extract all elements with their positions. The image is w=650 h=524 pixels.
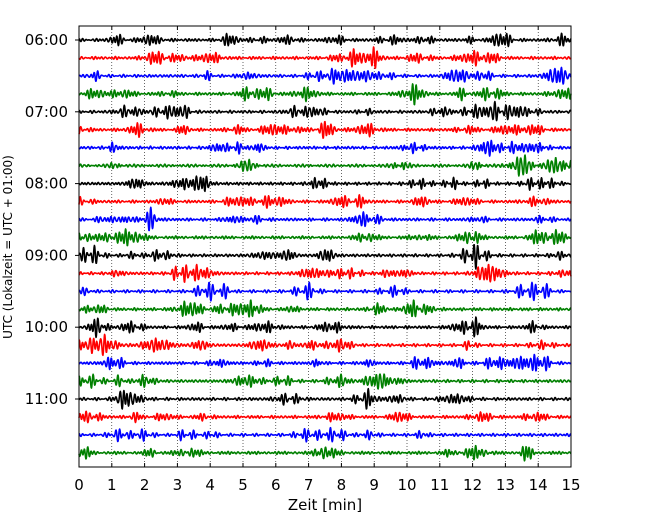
trace-line xyxy=(78,100,572,122)
trace-line xyxy=(78,444,572,462)
x-tick-label: 5 xyxy=(238,476,248,494)
trace-line xyxy=(78,244,572,270)
x-tick-label: 9 xyxy=(369,476,379,494)
trace-line xyxy=(78,175,572,193)
x-tick-label: 1 xyxy=(107,476,117,494)
x-tick-label: 0 xyxy=(74,476,84,494)
x-tick-label: 4 xyxy=(205,476,215,494)
trace-line xyxy=(78,154,572,177)
y-tick-label: 09:00 xyxy=(25,246,68,264)
y-tick-label: 10:00 xyxy=(25,318,68,336)
x-tick-label: 10 xyxy=(397,476,416,494)
trace-line xyxy=(78,316,572,339)
x-tick-label: 2 xyxy=(140,476,150,494)
x-tick-label: 6 xyxy=(271,476,281,494)
trace-line xyxy=(78,206,572,232)
trace-line xyxy=(78,387,572,410)
trace-line xyxy=(78,66,572,85)
trace-line xyxy=(78,281,572,302)
trace-line xyxy=(78,299,572,318)
y-tick-label: 07:00 xyxy=(25,103,68,121)
trace-line xyxy=(78,139,572,157)
y-tick-label: 06:00 xyxy=(25,31,68,49)
x-tick-label: 11 xyxy=(430,476,449,494)
trace-line xyxy=(78,410,572,424)
x-tick-label: 15 xyxy=(561,476,580,494)
trace-line xyxy=(78,194,572,209)
y-tick-label: 08:00 xyxy=(25,175,68,193)
trace-line xyxy=(78,333,572,357)
y-axis-label: UTC (Lokalzeit = UTC + 01:00) xyxy=(1,155,15,339)
x-tick-label: 14 xyxy=(529,476,548,494)
x-tick-label: 13 xyxy=(496,476,515,494)
y-tick-layer: 06:00 07:00 08:00 09:00 10:00 11:00 xyxy=(25,31,79,408)
trace-line xyxy=(78,83,572,106)
y-tick-label: 11:00 xyxy=(25,390,68,408)
trace-line xyxy=(78,426,572,443)
x-tick-layer: 0 1 2 3 4 5 6 7 8 9 10 11 12 13 14 15 xyxy=(74,26,581,494)
trace-line xyxy=(78,46,572,70)
trace-line xyxy=(78,263,572,283)
x-tick-label: 7 xyxy=(304,476,314,494)
x-tick-label: 8 xyxy=(337,476,347,494)
plot-frame xyxy=(78,25,572,468)
trace-line xyxy=(78,228,572,247)
trace-line xyxy=(78,353,572,372)
trace-line xyxy=(78,120,572,139)
trace-line xyxy=(78,373,572,390)
x-axis-label: Zeit [min] xyxy=(288,496,362,514)
x-tick-label: 12 xyxy=(463,476,482,494)
x-tick-label: 3 xyxy=(173,476,183,494)
trace-layer xyxy=(78,32,572,462)
trace-line xyxy=(78,32,572,48)
